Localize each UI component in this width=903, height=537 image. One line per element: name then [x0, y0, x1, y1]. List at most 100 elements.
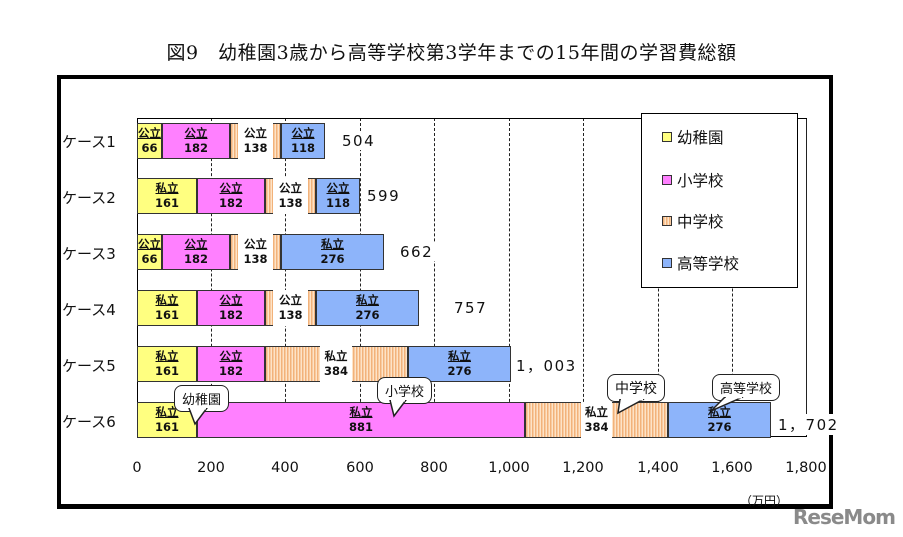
- legend-label: 高等学校: [677, 255, 740, 273]
- bar-high-school: 公立 118: [281, 123, 325, 159]
- segment-type: 公立: [138, 126, 161, 140]
- segment-type: 私立: [349, 405, 373, 419]
- segment-value: 66: [141, 141, 158, 155]
- x-axis-unit-label: （万円）: [740, 494, 789, 508]
- segment-value: 182: [218, 196, 243, 210]
- x-tick: 1,200: [562, 460, 604, 476]
- gridline-400: [285, 118, 286, 437]
- junior-high-label: 公立 138: [238, 234, 273, 270]
- x-tick: 0: [132, 460, 142, 476]
- junior-high-label: 私立 384: [320, 346, 352, 382]
- segment-value: 118: [325, 196, 350, 210]
- x-tick: 800: [420, 460, 448, 476]
- segment-type: 私立: [155, 293, 179, 307]
- segment-type: 公立: [244, 126, 267, 140]
- segment-value: 138: [278, 196, 303, 210]
- segment-value: 138: [243, 141, 268, 155]
- total-label: 662: [398, 243, 436, 261]
- segment-value: 182: [218, 364, 243, 378]
- segment-type: 私立: [155, 405, 179, 419]
- segment-value: 881: [348, 420, 373, 434]
- segment-value: 276: [447, 364, 472, 378]
- segment-value: 118: [290, 141, 315, 155]
- total-label: 1，003: [514, 355, 579, 376]
- callout-tail-icon: [617, 399, 645, 415]
- segment-type: 私立: [321, 237, 344, 251]
- segment-type: 私立: [356, 293, 379, 307]
- callout-tail-icon: [389, 400, 407, 418]
- swatch-striped-icon: [662, 216, 672, 226]
- gridline-1800: [806, 118, 807, 437]
- bar-elementary: 公立 182: [162, 234, 230, 270]
- junior-high-label: 公立 138: [273, 290, 308, 326]
- junior-high-label: 公立 138: [273, 178, 308, 214]
- segment-type: 公立: [326, 181, 350, 195]
- segment-type: 公立: [219, 181, 243, 195]
- bar-high-school: 公立 118: [316, 178, 360, 214]
- segment-value: 66: [141, 252, 158, 266]
- segment-value: 161: [154, 364, 179, 378]
- bar-kindergarten: 私立 161: [137, 178, 197, 214]
- segment-type: 公立: [244, 237, 267, 251]
- segment-type: 私立: [324, 349, 348, 363]
- callout-text: 幼稚園: [182, 393, 222, 408]
- segment-type: 公立: [184, 237, 208, 251]
- x-tick: 1,600: [711, 460, 753, 476]
- callout-tail-icon: [188, 408, 208, 426]
- bar-kindergarten: 私立 161: [137, 290, 197, 326]
- bar-kindergarten: 公立 66: [137, 123, 162, 159]
- bar-elementary: 公立 182: [162, 123, 230, 159]
- segment-value: 161: [154, 196, 179, 210]
- bar-elementary: 公立 182: [197, 346, 265, 382]
- segment-type: 私立: [155, 349, 179, 363]
- bar-kindergarten: 私立 161: [137, 346, 197, 382]
- legend-item-kindergarten: 幼稚園: [662, 126, 724, 148]
- callout-tail-icon: [711, 397, 744, 412]
- x-tick: 200: [197, 460, 225, 476]
- segment-value: 182: [218, 308, 243, 322]
- watermark-logo: ReseMom: [793, 505, 896, 529]
- segment-value: 138: [278, 308, 303, 322]
- junior-high-label: 私立 384: [581, 402, 612, 438]
- row-label-2: ケース2: [62, 189, 116, 207]
- segment-type: 私立: [585, 405, 608, 419]
- callout-junior-high: 中学校: [607, 374, 665, 415]
- legend-label: 幼稚園: [677, 129, 724, 147]
- segment-type: 公立: [279, 293, 302, 307]
- segment-value: 182: [183, 252, 208, 266]
- segment-type: 公立: [279, 181, 302, 195]
- chart-frame: [57, 75, 833, 509]
- segment-value: 276: [320, 252, 345, 266]
- row-label-1: ケース1: [62, 133, 116, 151]
- segment-type: 私立: [448, 349, 471, 363]
- segment-value: 161: [154, 420, 179, 434]
- swatch-blue-icon: [662, 258, 672, 268]
- legend-label: 中学校: [677, 213, 724, 231]
- segment-value: 276: [355, 308, 380, 322]
- legend-item-high-school: 高等学校: [662, 252, 739, 274]
- bar-elementary: 公立 182: [197, 178, 265, 214]
- legend-item-junior-high: 中学校: [662, 210, 724, 232]
- segment-value: 138: [243, 252, 268, 266]
- legend-item-elementary: 小学校: [662, 169, 724, 191]
- gridline-1000: [509, 118, 510, 437]
- row-label-4: ケース4: [62, 301, 116, 319]
- x-tick: 1,000: [488, 460, 530, 476]
- callout-elementary: 小学校: [377, 377, 433, 418]
- x-tick: 600: [346, 460, 374, 476]
- total-label: 599: [365, 187, 403, 205]
- segment-type: 公立: [184, 126, 208, 140]
- junior-high-label: 公立 138: [238, 123, 273, 159]
- segment-type: 公立: [219, 349, 243, 363]
- row-label-5: ケース5: [62, 357, 116, 375]
- row-label-6: ケース6: [62, 413, 116, 431]
- gridline-600: [360, 118, 361, 437]
- segment-type: 公立: [219, 293, 243, 307]
- bar-elementary: 私立 881: [197, 402, 525, 438]
- segment-value: 384: [584, 420, 609, 434]
- segment-value: 384: [323, 364, 348, 378]
- segment-value: 161: [154, 308, 179, 322]
- bar-high-school: 私立 276: [316, 290, 419, 326]
- segment-type: 私立: [155, 181, 179, 195]
- bar-elementary: 公立 182: [197, 290, 265, 326]
